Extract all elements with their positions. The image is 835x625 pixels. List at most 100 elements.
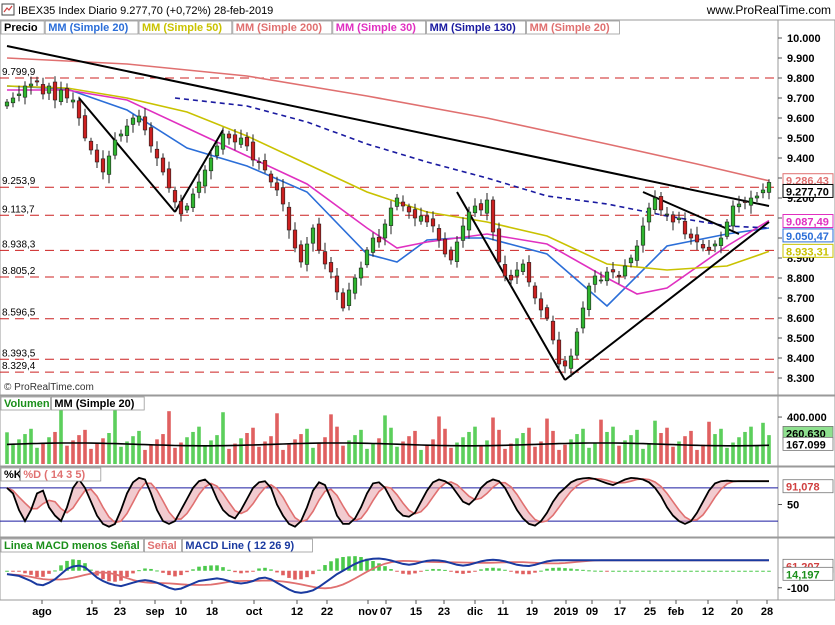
volume-bar <box>71 440 75 464</box>
candle-body <box>280 187 286 205</box>
legend-item: Señal <box>147 540 176 552</box>
macd-histogram-bar <box>251 570 255 572</box>
volume-bar <box>119 446 123 464</box>
level-label: 8.596,5 <box>2 308 36 319</box>
macd-histogram-bar <box>185 570 189 573</box>
candle-body <box>490 199 496 233</box>
candle-body <box>16 93 22 96</box>
macd-histogram-bar <box>233 570 237 573</box>
candle-body <box>574 331 580 356</box>
header-source[interactable]: www.ProRealTime.com <box>706 3 831 17</box>
volume-bar <box>11 444 15 464</box>
macd-histogram-bar <box>221 567 225 571</box>
macd-histogram-bar <box>437 569 441 571</box>
candle-body <box>328 262 334 273</box>
macd-histogram-bar <box>569 568 573 571</box>
candle-body <box>538 298 544 311</box>
candle-body <box>478 203 484 211</box>
x-tick-label: 15 <box>86 606 98 618</box>
candle-body <box>10 97 16 104</box>
candle-body <box>442 238 448 255</box>
candle-body <box>244 136 250 147</box>
candle-body <box>100 158 106 173</box>
candle-body <box>316 223 322 251</box>
macd-histogram-bar <box>323 565 327 571</box>
volume-bar <box>401 441 405 464</box>
volume-bar <box>299 434 303 464</box>
trend-line <box>78 97 176 213</box>
macd-histogram-bar <box>287 570 291 578</box>
volume-bar <box>29 428 33 464</box>
candle-body <box>184 205 190 211</box>
candle-body <box>742 201 748 203</box>
x-tick-label: 23 <box>114 606 126 618</box>
volume-bar <box>497 429 501 464</box>
candle-body <box>688 233 694 239</box>
macd-histogram-bar <box>557 567 561 571</box>
volume-bar <box>683 436 687 464</box>
volume-bar <box>65 445 69 464</box>
macd-histogram-bar <box>347 556 351 571</box>
candle-body <box>292 229 298 249</box>
volume-bar <box>95 443 99 464</box>
level-label: 8.805,2 <box>2 266 36 277</box>
macd-histogram-bar <box>35 570 39 577</box>
macd-histogram-bar <box>125 570 129 577</box>
macd-histogram-bar <box>713 570 717 572</box>
volume-bar <box>659 433 663 464</box>
volume-bar <box>5 432 9 464</box>
legend-item: MM (Simple 30) <box>336 22 416 34</box>
legend-box <box>426 20 527 35</box>
macd-histogram-bar <box>215 565 219 571</box>
volume-bar <box>419 449 423 464</box>
candle-body <box>82 115 88 139</box>
candle-body <box>160 157 166 173</box>
volume-bar <box>53 431 57 464</box>
candle-body <box>634 245 640 261</box>
candle-body <box>556 339 562 365</box>
macd-histogram-bar <box>563 568 567 571</box>
volume-bar <box>677 441 681 464</box>
x-tick-label: 12 <box>702 606 714 618</box>
legend-box <box>0 396 51 411</box>
level-label: 8.938,3 <box>2 239 36 250</box>
macd-histogram-bar <box>179 570 183 576</box>
macd-histogram-bar <box>605 570 609 572</box>
volume-bar <box>293 439 297 464</box>
candle-body <box>526 262 532 283</box>
volume-bar <box>17 439 21 464</box>
volume-bar <box>611 426 615 464</box>
macd-histogram-bar <box>317 569 321 571</box>
candle-body <box>640 225 646 246</box>
volume-bar <box>491 417 495 464</box>
candle-body <box>592 275 598 285</box>
macd-histogram-bar <box>41 570 45 577</box>
volume-bar <box>431 439 435 464</box>
macd-histogram-bar <box>149 568 153 571</box>
candle-body <box>622 265 628 277</box>
volume-bar <box>755 445 759 464</box>
x-tick-label: 11 <box>497 606 509 618</box>
macd-histogram-bar <box>443 569 447 571</box>
macd-histogram-bar <box>611 570 615 572</box>
macd-histogram-bar <box>521 570 525 575</box>
candle-body <box>532 285 538 299</box>
volume-bar <box>449 447 453 464</box>
legend-item: %D ( 14 3 5) <box>23 469 85 481</box>
volume-bar <box>89 448 93 464</box>
candle-body <box>682 220 688 235</box>
candle-body <box>460 225 466 241</box>
macd-histogram-bar <box>767 570 771 572</box>
volume-bar <box>359 429 363 464</box>
price-value-label: 9.087,49 <box>786 217 829 229</box>
volume-bar <box>365 448 369 464</box>
candle-body <box>508 274 514 281</box>
price-value-label: 8.933,31 <box>786 246 829 258</box>
candle-body <box>148 127 154 147</box>
macd-histogram-bar <box>593 570 597 572</box>
candle-body <box>196 181 202 193</box>
volume-bar <box>83 429 87 464</box>
macd-histogram-bar <box>11 570 15 572</box>
